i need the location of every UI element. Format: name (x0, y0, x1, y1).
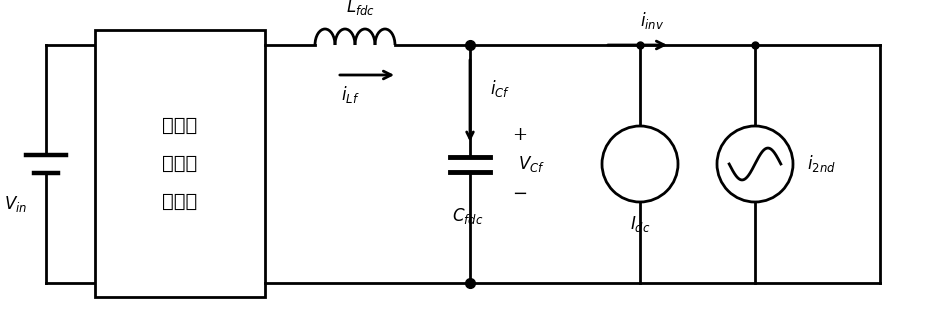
Text: $V_{Cf}$: $V_{Cf}$ (518, 154, 545, 174)
Bar (95, 30, 265, 297)
Text: $i_{Lf}$: $i_{Lf}$ (340, 84, 359, 106)
Text: 直流变: 直流变 (163, 116, 197, 135)
Text: $i_{Cf}$: $i_{Cf}$ (490, 78, 511, 99)
Text: −: − (512, 185, 527, 203)
Text: $C_{fdc}$: $C_{fdc}$ (452, 206, 484, 226)
Text: +: + (512, 125, 527, 144)
Circle shape (717, 126, 793, 202)
Circle shape (602, 126, 678, 202)
Text: 换器开: 换器开 (163, 154, 197, 173)
Text: $i_{inv}$: $i_{inv}$ (641, 10, 665, 32)
Text: 关网络: 关网络 (163, 192, 197, 211)
Text: $i_{2nd}$: $i_{2nd}$ (807, 153, 836, 175)
Text: $L_{fdc}$: $L_{fdc}$ (346, 0, 375, 17)
Text: $V_{in}$: $V_{in}$ (5, 194, 28, 214)
Text: $I_{dc}$: $I_{dc}$ (630, 214, 650, 234)
